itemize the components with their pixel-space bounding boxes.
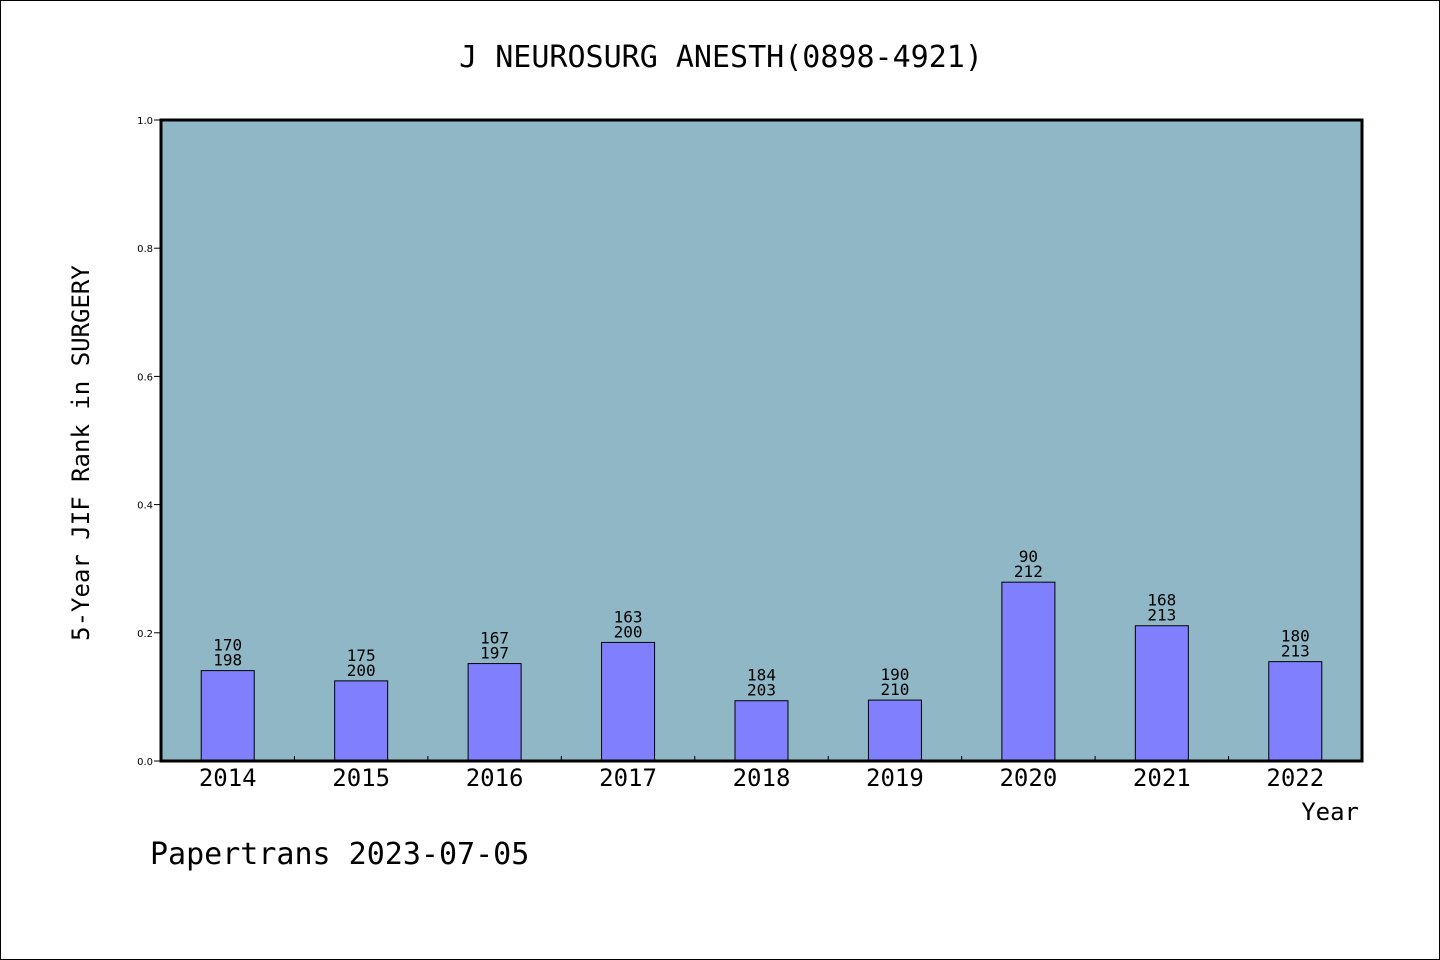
bar-rank-label: 190 [880,665,909,684]
bar-rank-label: 175 [347,646,376,665]
y-tick-label: 0.2 [137,629,153,640]
bar-total-label: 213 [1281,642,1310,661]
bar-2021 [1134,625,1189,762]
y-tick-label: 1.0 [137,116,153,127]
bar-total-label: 212 [1014,562,1043,581]
x-tick-label: 2018 [733,764,791,792]
footer-credit: Papertrans 2023-07-05 [150,837,529,872]
bar-rank-label: 163 [614,607,643,626]
y-tick-label: 0.4 [137,501,153,512]
bar-2015 [334,680,389,762]
bar-total-label: 213 [1147,606,1176,625]
bar-2019 [867,699,922,762]
y-axis-label: 5-Year JIF Rank in SURGERY [67,265,95,641]
bar-rank-label: 90 [1019,547,1038,566]
bar-total-label: 200 [614,622,643,641]
bar-rank-label: 170 [213,636,242,655]
y-tick-label: 0.8 [137,244,153,255]
bar-rank-label: 184 [747,666,776,685]
bar-total-label: 198 [213,651,242,670]
bar-2018 [734,700,789,762]
y-tick-label: 0.0 [137,757,153,768]
x-axis-label: Year [1301,798,1359,826]
plot-border [159,118,1364,763]
x-tick-label: 2022 [1266,764,1324,792]
bar-rank-label: 180 [1281,627,1310,646]
x-tick-label: 2021 [1133,764,1191,792]
bar-2016 [467,663,522,762]
bar-2020 [1001,581,1056,762]
bar-rank-label: 168 [1147,591,1176,610]
bar-total-label: 210 [880,680,909,699]
x-tick-label: 2015 [332,764,390,792]
x-tick-label: 2017 [599,764,657,792]
bar-rank-label: 167 [480,629,509,648]
x-tick-label: 2019 [866,764,924,792]
bar-2022 [1268,661,1323,762]
bar-total-label: 200 [347,661,376,680]
x-tick-label: 2014 [199,764,257,792]
x-tick-label: 2020 [999,764,1057,792]
bar-total-label: 203 [747,681,776,700]
y-tick-label: 0.6 [137,372,153,383]
x-tick-label: 2016 [466,764,524,792]
bar-total-label: 197 [480,644,509,663]
bar-2017 [601,641,656,762]
bar-2014 [200,670,255,762]
chart-title: J NEUROSURG ANESTH(0898-4921) [459,40,983,75]
